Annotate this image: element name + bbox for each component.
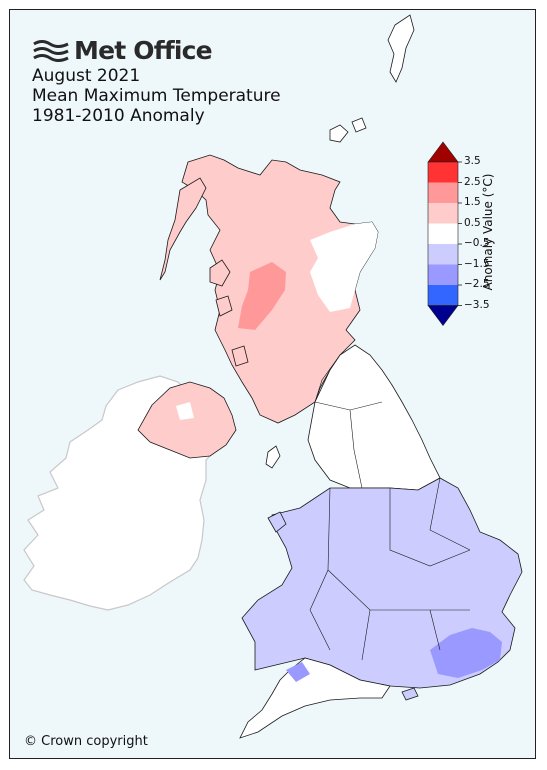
inner-islands [209, 259, 249, 367]
south-east-cool-patch [430, 628, 502, 678]
title-variable: Mean Maximum Temperature [32, 86, 281, 106]
uk-anomaly-map [23, 14, 523, 739]
title-month: August 2021 [32, 66, 141, 86]
map-frame: Met Office August 2021 Mean Maximum Temp… [9, 9, 536, 759]
outer-hebrides [159, 177, 207, 281]
title-baseline: 1981-2010 Anomaly [32, 106, 205, 126]
lough-neagh [176, 402, 194, 420]
isle-of-wight [401, 687, 419, 701]
met-office-logo: Met Office [32, 36, 213, 65]
south-west-england [239, 657, 391, 739]
met-office-wave-icon [33, 39, 69, 62]
copyright-notice: © Crown copyright [24, 734, 148, 749]
northern-ireland [137, 381, 237, 459]
shetland-islands [387, 14, 415, 83]
highlands-warm-patch [238, 262, 286, 330]
met-office-logo-text: Met Office [74, 36, 213, 65]
isle-of-man [265, 445, 281, 469]
map-title-block: August 2021 Mean Maximum Temperature 198… [32, 66, 281, 126]
orkney-islands [329, 117, 367, 143]
northern-england [307, 344, 441, 491]
anglesey [267, 511, 287, 533]
east-scotland-white-area [310, 222, 378, 312]
region-boundaries [309, 354, 471, 661]
devon-cool-patch [286, 662, 310, 682]
